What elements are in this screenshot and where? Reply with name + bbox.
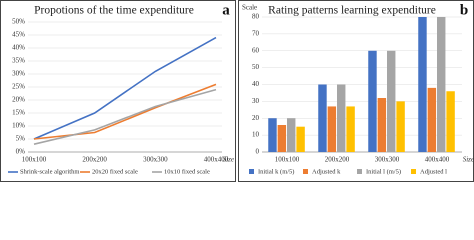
bar <box>277 125 287 152</box>
bar <box>318 84 327 152</box>
bar <box>287 118 296 152</box>
bar <box>377 98 387 152</box>
bar <box>346 106 355 152</box>
legend-swatch <box>249 169 254 174</box>
bar <box>446 91 455 152</box>
line-series <box>33 83 217 140</box>
y-tick-label: 50 <box>252 63 260 71</box>
bar <box>427 87 437 152</box>
bar <box>368 50 377 152</box>
y-tick-label: 40 <box>252 80 260 88</box>
y-tick-label: 20 <box>252 114 260 122</box>
x-tick-label: 400x400 <box>204 156 229 164</box>
bar <box>268 118 277 152</box>
legend-label: Adjusted k <box>312 168 341 175</box>
y-tick-label: 50% <box>12 18 25 26</box>
x-tick-label: 300x300 <box>375 156 400 164</box>
x-tick-label: 200x200 <box>82 156 107 164</box>
y-tick-label: 0% <box>16 148 26 156</box>
x-tick-label: 100x100 <box>22 156 47 164</box>
chart-title: Rating patterns learning expenditure <box>268 5 436 17</box>
y-tick-label: 25% <box>12 83 25 91</box>
y-tick-label: 70 <box>252 29 260 37</box>
legend-label: Shrink-scale algorithm <box>20 168 79 175</box>
legend-label: 10x10 fixed scale <box>164 168 210 175</box>
legend-label: Initial k (m/5) <box>258 168 294 175</box>
y-tick-label: 10 <box>252 131 260 139</box>
y-tick-label: 30 <box>252 97 260 105</box>
chart-title: Propotions of the time expenditure <box>34 5 194 17</box>
x-axis-label: Size <box>463 156 474 164</box>
bar <box>418 17 427 152</box>
x-tick-label: 300x300 <box>143 156 168 164</box>
y-tick-label: 20% <box>12 96 25 104</box>
legend-swatch <box>411 169 416 174</box>
figure: Propotions of the time expenditure a 0% 5% 1… <box>0 0 474 182</box>
y-tick-label: 60 <box>252 46 260 54</box>
y-tick-label: 35% <box>12 57 25 65</box>
x-axis-label: Size <box>223 156 234 164</box>
y-tick-label: 80 <box>252 13 260 21</box>
y-tick-label: 0 <box>256 148 260 156</box>
x-tick-label: 400x400 <box>425 156 450 164</box>
x-tick-label: 200x200 <box>325 156 350 164</box>
bar <box>327 106 337 152</box>
bar <box>437 17 446 152</box>
y-axis-label: Scale <box>242 4 257 12</box>
legend-label: 20x20 fixed scale <box>92 168 138 175</box>
legend-label: Initial l (m/5) <box>366 168 401 175</box>
panel-frame <box>0 0 236 182</box>
y-tick-label: 10% <box>12 122 25 130</box>
bar <box>387 50 396 152</box>
legend-swatch <box>357 169 362 174</box>
bar <box>337 84 346 152</box>
legend-swatch <box>303 169 308 174</box>
y-tick-label: 5% <box>16 135 26 143</box>
y-tick-label: 30% <box>12 70 25 78</box>
panel-label: b <box>460 2 468 18</box>
bar <box>296 126 305 152</box>
bar <box>396 101 405 152</box>
x-tick-label: 100x100 <box>275 156 300 164</box>
y-tick-label: 15% <box>12 109 25 117</box>
line-series <box>33 36 217 140</box>
legend-label: Adjusted l <box>420 168 447 175</box>
panel-label: a <box>222 2 230 18</box>
y-tick-label: 40% <box>12 44 25 52</box>
line-series <box>33 88 217 145</box>
y-tick-label: 45% <box>12 31 25 39</box>
